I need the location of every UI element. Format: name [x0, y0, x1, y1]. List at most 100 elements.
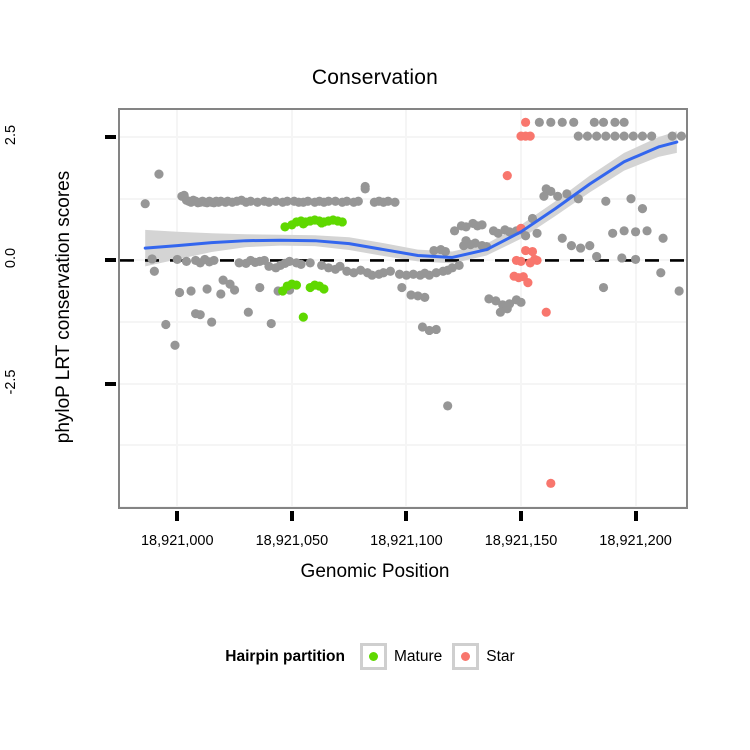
data-point	[390, 197, 400, 207]
data-point	[443, 401, 453, 411]
data-point	[608, 228, 618, 238]
data-point	[598, 117, 609, 127]
data-point	[360, 181, 370, 192]
data-point	[539, 191, 549, 201]
data-point	[282, 196, 292, 206]
data-point	[323, 263, 334, 273]
data-point	[154, 169, 164, 179]
data-point	[562, 189, 572, 199]
data-point	[271, 196, 281, 206]
data-point	[424, 325, 434, 336]
data-point	[420, 292, 430, 303]
plot-panel	[118, 108, 688, 509]
data-point	[413, 291, 423, 301]
y-axis-tick-label: 0.0	[3, 248, 19, 269]
data-point	[140, 199, 150, 209]
data-point	[195, 310, 205, 320]
data-point	[461, 222, 471, 232]
gridline-horizontal	[120, 506, 686, 507]
data-point	[520, 117, 531, 127]
data-point	[484, 294, 494, 304]
data-point	[305, 258, 315, 268]
data-layer	[120, 117, 686, 488]
data-point	[601, 131, 611, 141]
data-point	[493, 228, 503, 238]
gridline-vertical	[176, 110, 179, 507]
data-point	[601, 196, 611, 206]
data-point	[278, 286, 288, 296]
data-point	[408, 269, 418, 279]
data-point	[520, 245, 531, 256]
legend-swatch	[452, 643, 480, 670]
data-point	[417, 322, 428, 332]
legend-label: Mature	[394, 647, 443, 665]
data-point	[619, 226, 629, 236]
data-point	[291, 280, 302, 290]
gridline-vertical	[290, 110, 293, 507]
data-point	[610, 117, 620, 127]
data-point	[161, 319, 171, 330]
trend-line	[143, 140, 679, 259]
gridline-horizontal	[120, 136, 686, 139]
data-point	[342, 266, 352, 276]
data-point	[252, 197, 263, 207]
data-point	[619, 117, 629, 127]
legend-entry[interactable]: Mature	[360, 643, 452, 670]
data-point	[406, 290, 416, 300]
data-point	[541, 307, 551, 317]
data-point	[280, 222, 290, 232]
gridline-horizontal	[120, 444, 686, 447]
data-point	[546, 117, 556, 127]
data-point	[557, 117, 567, 127]
data-point	[284, 256, 295, 267]
data-point	[383, 196, 393, 206]
data-point	[592, 251, 602, 262]
data-point	[449, 226, 460, 236]
gridline-horizontal	[120, 321, 686, 324]
data-point	[658, 233, 668, 243]
data-point	[546, 478, 556, 488]
y-axis-tick-label: -2.5	[3, 369, 19, 395]
data-point	[569, 117, 579, 127]
data-point	[520, 231, 531, 241]
data-point	[630, 227, 641, 237]
data-point	[243, 307, 253, 317]
legend-swatch	[360, 643, 387, 670]
data-point	[342, 196, 352, 206]
data-point	[573, 194, 583, 204]
data-point	[667, 131, 677, 141]
data-point	[573, 131, 583, 141]
data-point	[216, 289, 226, 299]
data-point	[394, 269, 405, 279]
data-point	[385, 266, 395, 276]
legend-entry[interactable]: Star	[452, 643, 524, 670]
x-axis-tick	[289, 511, 294, 521]
y-axis-tick-label: 2.5	[3, 125, 19, 146]
data-point	[502, 170, 512, 181]
data-point	[319, 284, 329, 294]
data-point	[303, 196, 313, 206]
data-point	[516, 297, 526, 307]
data-point	[229, 285, 240, 295]
data-point	[335, 261, 345, 271]
data-point	[149, 266, 159, 276]
data-point	[585, 241, 595, 251]
data-point	[566, 241, 577, 251]
y-axis-tick	[105, 381, 116, 386]
data-point	[246, 196, 256, 206]
x-axis-tick-label: 18,921,150	[484, 533, 558, 549]
data-point	[582, 131, 593, 141]
gridline-vertical	[405, 110, 408, 507]
data-point	[523, 278, 533, 288]
data-point	[532, 228, 542, 238]
data-point	[516, 256, 526, 267]
data-point	[218, 275, 228, 285]
data-point	[172, 254, 182, 265]
data-point	[330, 196, 341, 206]
data-point	[378, 268, 389, 278]
data-point	[397, 282, 407, 293]
data-point	[202, 284, 212, 294]
data-point	[676, 131, 686, 141]
x-axis-tick-label: 18,921,100	[370, 533, 443, 549]
